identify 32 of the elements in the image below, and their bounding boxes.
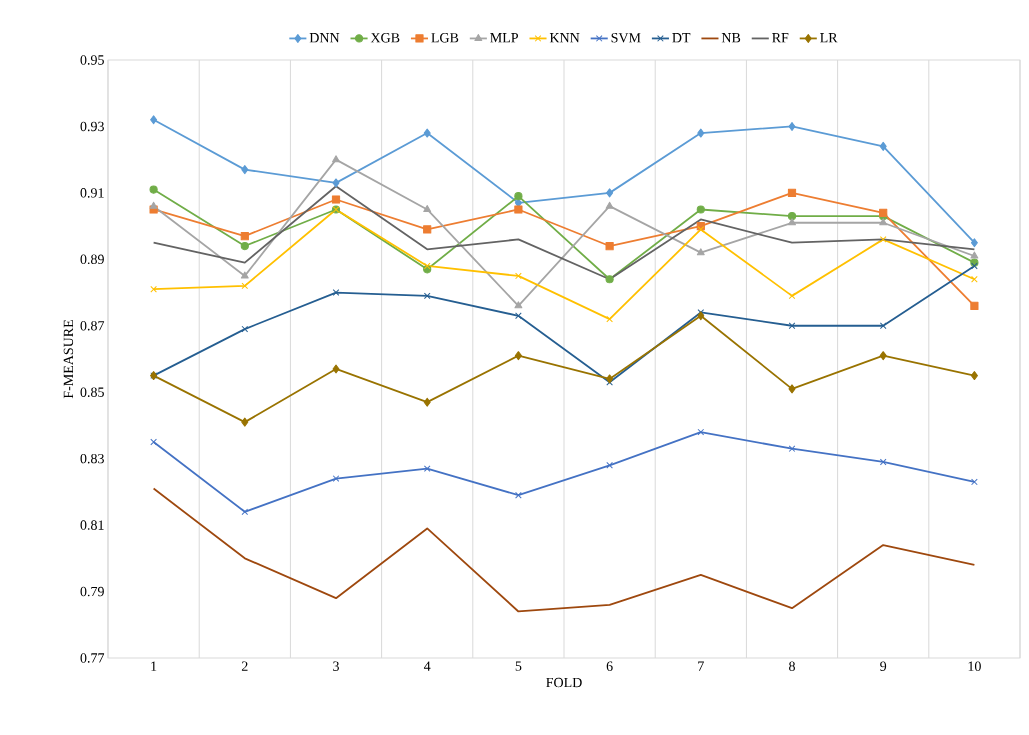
legend-label: NB — [721, 33, 741, 43]
y-tick-label: 0.89 — [80, 254, 104, 265]
x-tick-label: 6 — [606, 661, 613, 671]
y-tick-label: 0.83 — [80, 453, 104, 464]
y-tick-label: 0.77 — [80, 653, 105, 663]
x-tick-label: 1 — [151, 661, 157, 671]
legend-label: KNN — [549, 33, 580, 43]
y-tick-label: 0.93 — [80, 121, 104, 132]
y-tick-label: 0.79 — [80, 586, 104, 597]
x-tick-label: 3 — [333, 661, 339, 671]
y-axis-title: F-MEASURE — [63, 320, 74, 399]
legend-label: DNN — [309, 33, 340, 43]
y-tick-label: 0.95 — [80, 55, 104, 65]
legend-label: SVM — [611, 33, 641, 43]
legend-label: LR — [820, 33, 838, 43]
x-tick-label: 2 — [241, 661, 248, 671]
y-tick-label: 0.81 — [80, 520, 104, 530]
legend-label: MLP — [490, 33, 519, 43]
x-tick-label: 10 — [968, 661, 981, 671]
x-tick-label: 4 — [423, 661, 431, 671]
y-tick-label: 0.91 — [80, 188, 104, 198]
x-tick-label: 8 — [789, 661, 795, 671]
legend-label: DT — [672, 33, 691, 43]
x-axis-title: FOLD — [546, 677, 582, 688]
legend-label: LGB — [431, 33, 459, 43]
legend-label: XGB — [370, 33, 400, 43]
x-tick-label: 9 — [880, 661, 887, 671]
x-tick-label: 7 — [698, 661, 704, 671]
legend-label: RF — [772, 33, 789, 43]
y-tick-label: 0.87 — [80, 321, 105, 331]
x-tick-label: 5 — [515, 661, 522, 671]
y-tick-label: 0.85 — [80, 387, 104, 397]
